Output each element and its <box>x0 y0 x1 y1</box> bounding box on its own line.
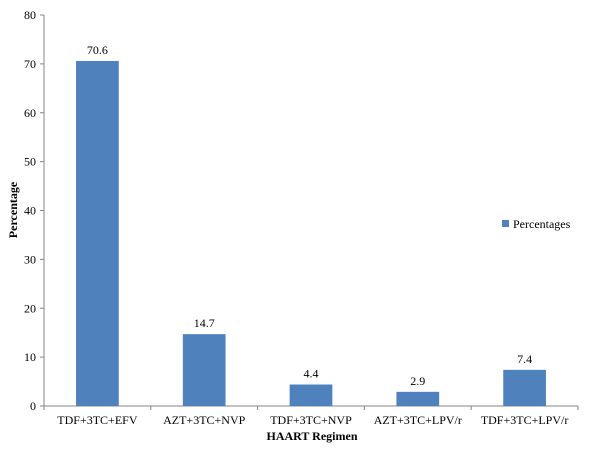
y-tick-label: 70 <box>24 57 36 71</box>
y-tick-label: 40 <box>24 204 36 218</box>
bar <box>289 384 333 406</box>
data-label: 7.4 <box>517 352 532 366</box>
bar <box>182 334 226 406</box>
x-tick-label: TDF+3TC+NVP <box>270 413 352 427</box>
x-axis-title: HAART Regimen <box>266 429 357 443</box>
y-tick-label: 30 <box>24 252 36 266</box>
x-tick-label: AZT+3TC+NVP <box>163 413 246 427</box>
y-tick-label: 20 <box>24 301 36 315</box>
y-axis-title: Percentage <box>6 181 20 238</box>
x-tick-label: AZT+3TC+LPV/r <box>374 413 462 427</box>
x-tick-label: TDF+3TC+LPV/r <box>481 413 569 427</box>
data-label: 14.7 <box>194 316 215 330</box>
y-tick-label: 0 <box>30 399 36 413</box>
x-tick-label: TDF+3TC+EFV <box>57 413 138 427</box>
data-labels: 70.6 14.7 4.4 2.9 7.4 <box>87 43 532 388</box>
legend: Percentages <box>502 217 571 231</box>
y-tick-label: 50 <box>24 155 36 169</box>
y-tick-label: 80 <box>24 8 36 22</box>
bar <box>76 60 119 406</box>
data-label: 4.4 <box>304 366 319 380</box>
y-axis: 0 10 20 30 40 50 60 70 80 <box>24 8 45 413</box>
data-label: 2.9 <box>410 374 425 388</box>
y-tick-label: 10 <box>24 350 36 364</box>
y-tick-label: 60 <box>24 106 36 120</box>
bars <box>76 60 546 406</box>
data-label: 70.6 <box>87 43 108 57</box>
legend-label: Percentages <box>513 217 571 231</box>
x-axis: TDF+3TC+EFV AZT+3TC+NVP TDF+3TC+NVP AZT+3TC… <box>43 405 579 427</box>
legend-swatch <box>502 220 509 227</box>
bar <box>503 369 546 406</box>
bar <box>396 391 440 406</box>
